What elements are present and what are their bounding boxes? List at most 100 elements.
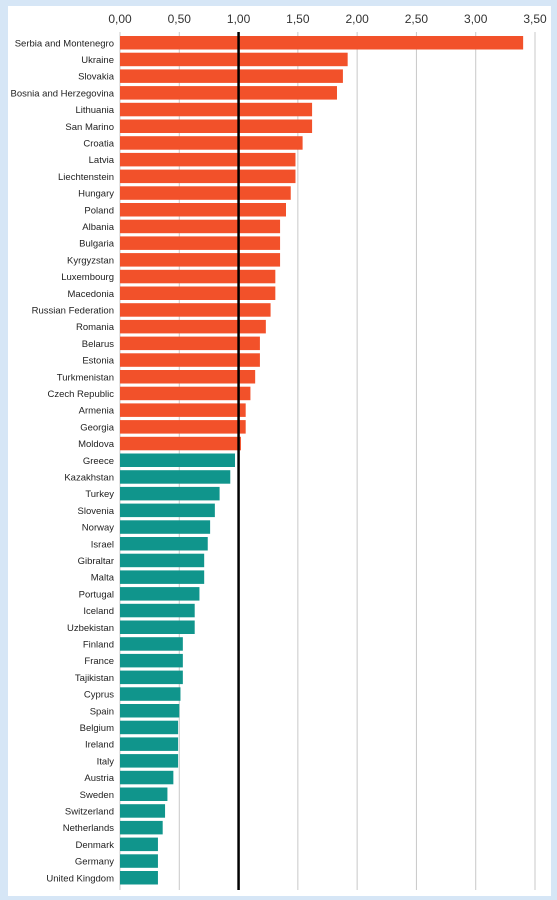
category-label: Belgium (80, 723, 114, 734)
category-labels: Serbia and Montenegro Ukraine Slovakia Bosn… (10, 38, 114, 884)
category-label: Latvia (89, 155, 115, 166)
category-label: Malta (91, 573, 115, 584)
category-label: Luxembourg (61, 272, 114, 283)
bar (120, 603, 195, 618)
chart-frame: 0,00 0,50 1,00 1,50 2,00 2,50 3,00 3,50 Serbia … (8, 6, 551, 896)
x-tick-label: 2,00 (345, 12, 369, 26)
bar (120, 403, 246, 417)
bar (120, 303, 271, 317)
bar (120, 420, 246, 434)
x-tick-label: 1,00 (227, 12, 251, 26)
bar (120, 286, 276, 300)
bar (120, 436, 241, 451)
category-label: Slovenia (78, 506, 115, 517)
bar (120, 336, 260, 351)
bar (120, 770, 174, 785)
category-label: Russian Federation (32, 305, 114, 316)
bar (120, 754, 179, 768)
x-tick-label: 1,50 (286, 12, 310, 26)
category-label: Greece (83, 456, 114, 467)
bar (120, 319, 266, 334)
category-label: Albania (82, 222, 114, 233)
bar (120, 386, 251, 401)
category-label: France (84, 656, 114, 667)
category-label: United Kingdom (46, 873, 114, 884)
category-label: Sweden (80, 790, 114, 801)
category-label: Macedonia (68, 289, 115, 300)
category-label: Gibraltar (78, 556, 114, 567)
category-label: Romania (76, 322, 115, 333)
bar (120, 52, 348, 67)
category-label: Uzbekistan (67, 623, 114, 634)
category-label: Bulgaria (79, 239, 115, 250)
x-tick-label: 3,00 (464, 12, 488, 26)
bar (120, 470, 231, 484)
category-label: Portugal (79, 589, 114, 600)
bar (120, 186, 291, 200)
category-label: Finland (83, 639, 114, 650)
bars (120, 36, 524, 885)
bar (120, 620, 195, 634)
category-label: Turkmenistan (57, 372, 114, 383)
category-label: Austria (84, 773, 114, 784)
category-label: Germany (75, 857, 114, 868)
bar (120, 219, 281, 234)
category-label: Ireland (85, 740, 114, 751)
bar (120, 520, 211, 534)
bar (120, 737, 179, 751)
bar (120, 152, 296, 167)
x-tick-label: 0,00 (108, 12, 132, 26)
bar (120, 637, 183, 651)
category-label: Cyprus (84, 690, 114, 701)
category-label: Iceland (83, 606, 114, 617)
bar (120, 503, 215, 518)
bar (120, 353, 260, 367)
bar (120, 653, 183, 668)
category-label: Belarus (82, 339, 114, 350)
category-label: Italy (97, 756, 115, 767)
bar (120, 553, 205, 568)
bar (120, 453, 236, 467)
category-label: Georgia (80, 422, 115, 433)
bar (120, 720, 179, 735)
bar (120, 670, 183, 685)
x-tick-label: 3,50 (523, 12, 547, 26)
bar (120, 837, 158, 852)
category-label: Poland (84, 205, 114, 216)
x-tick-label: 2,50 (405, 12, 429, 26)
bar (120, 804, 166, 818)
category-label: San Marino (65, 122, 114, 133)
bar (120, 687, 181, 701)
category-label: Denmark (75, 840, 114, 851)
category-label: Netherlands (63, 823, 114, 834)
bar (120, 203, 286, 217)
category-label: Kazakhstan (64, 472, 114, 483)
category-label: Estonia (82, 356, 114, 367)
category-label: Switzerland (65, 806, 114, 817)
bar (120, 587, 200, 601)
bar (120, 871, 158, 885)
bar (120, 269, 276, 284)
category-label: Hungary (78, 189, 114, 200)
category-label: Czech Republic (47, 389, 114, 400)
category-label: Moldova (78, 439, 115, 450)
bar (120, 102, 313, 117)
bar (120, 69, 343, 83)
bar (120, 486, 220, 501)
bar (120, 820, 163, 835)
x-axis-ticks: 0,00 0,50 1,00 1,50 2,00 2,50 3,00 3,50 (108, 12, 547, 26)
x-tick-label: 0,50 (168, 12, 192, 26)
category-label: Turkey (85, 489, 114, 500)
bar (120, 704, 180, 718)
bar (120, 370, 256, 384)
bar (120, 570, 205, 584)
category-label: Slovakia (78, 72, 115, 83)
bar-chart: 0,00 0,50 1,00 1,50 2,00 2,50 3,00 3,50 Serbia … (10, 12, 547, 890)
bar (120, 253, 281, 267)
bar (120, 537, 208, 551)
category-label: Serbia and Montenegro (15, 38, 114, 49)
category-label: Lithuania (75, 105, 114, 116)
bar (120, 136, 303, 150)
category-label: Liechtenstein (58, 172, 114, 183)
category-label: Spain (90, 706, 114, 717)
